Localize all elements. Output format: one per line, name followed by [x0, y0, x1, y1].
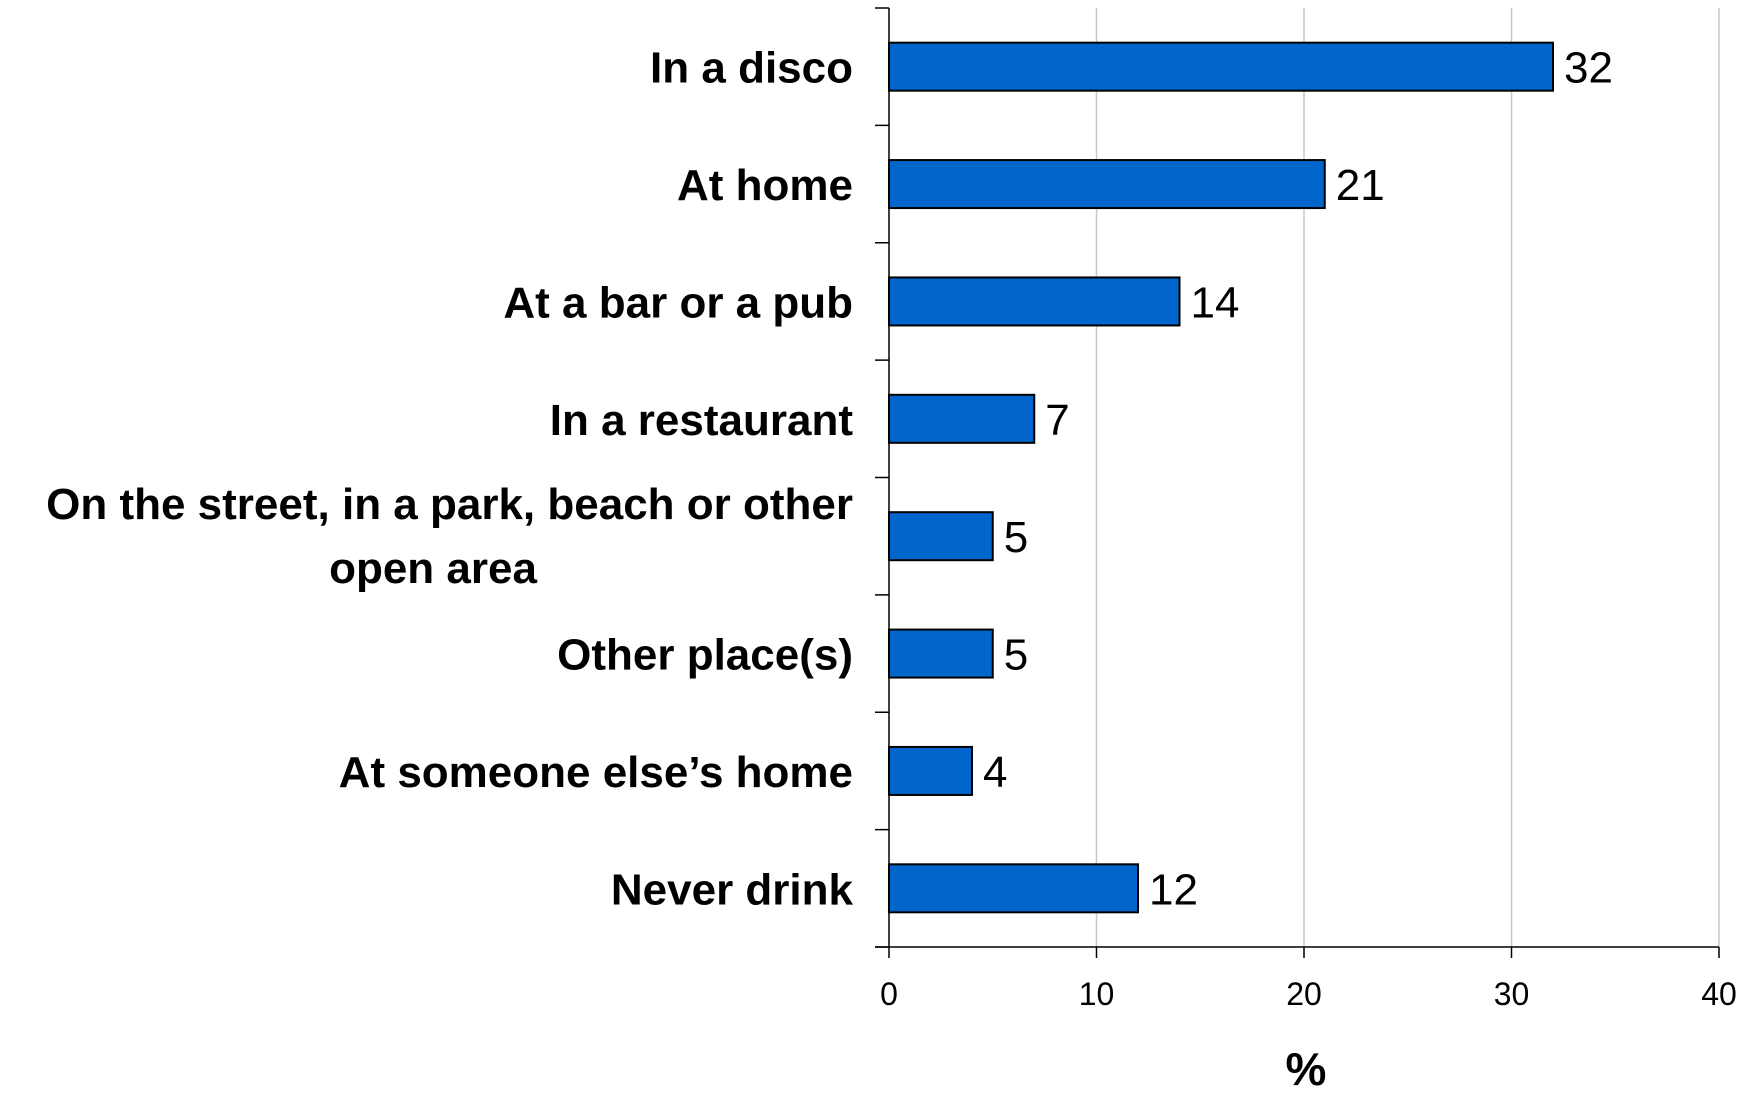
data-label: 5 [1004, 513, 1028, 562]
x-tick-label: 30 [1494, 976, 1530, 1012]
x-axis-title: % [1286, 1043, 1327, 1095]
data-label: 14 [1191, 278, 1240, 327]
category-label: In a disco [650, 44, 853, 93]
value-labels: 32 21 14 7 5 5 4 12 [983, 44, 1613, 915]
data-label: 5 [1004, 631, 1028, 680]
data-label: 21 [1336, 161, 1385, 210]
category-labels: In a disco At home At a bar or a pub In a r… [46, 44, 853, 915]
bar [888, 511, 994, 562]
bar [888, 159, 1326, 210]
x-tick-label: 0 [880, 976, 898, 1012]
category-label: At home [677, 161, 853, 210]
bar [888, 745, 973, 796]
bar [888, 628, 994, 679]
x-tick-labels: 0 10 20 30 40 [880, 976, 1737, 1012]
category-label: At a bar or a pub [503, 278, 853, 327]
x-tick-label: 40 [1701, 976, 1737, 1012]
category-label: In a restaurant [550, 396, 854, 445]
category-label: Never drink [611, 865, 854, 914]
category-label: At someone else’s home [339, 748, 853, 797]
grid-lines [1095, 8, 1720, 947]
data-label: 12 [1149, 865, 1198, 914]
x-tick-label: 10 [1079, 976, 1115, 1012]
category-label: On the street, in a park, beach or other [46, 480, 853, 529]
data-label: 4 [983, 748, 1007, 797]
data-label: 7 [1045, 396, 1069, 445]
bar [888, 276, 1181, 327]
x-tick-label: 20 [1286, 976, 1322, 1012]
category-label: open area [329, 544, 537, 593]
bars [888, 41, 1554, 914]
category-label: Other place(s) [557, 631, 853, 680]
bar [888, 41, 1554, 92]
bar [888, 863, 1139, 914]
data-label: 32 [1564, 44, 1613, 93]
axes [875, 7, 1720, 958]
bar [888, 393, 1036, 444]
